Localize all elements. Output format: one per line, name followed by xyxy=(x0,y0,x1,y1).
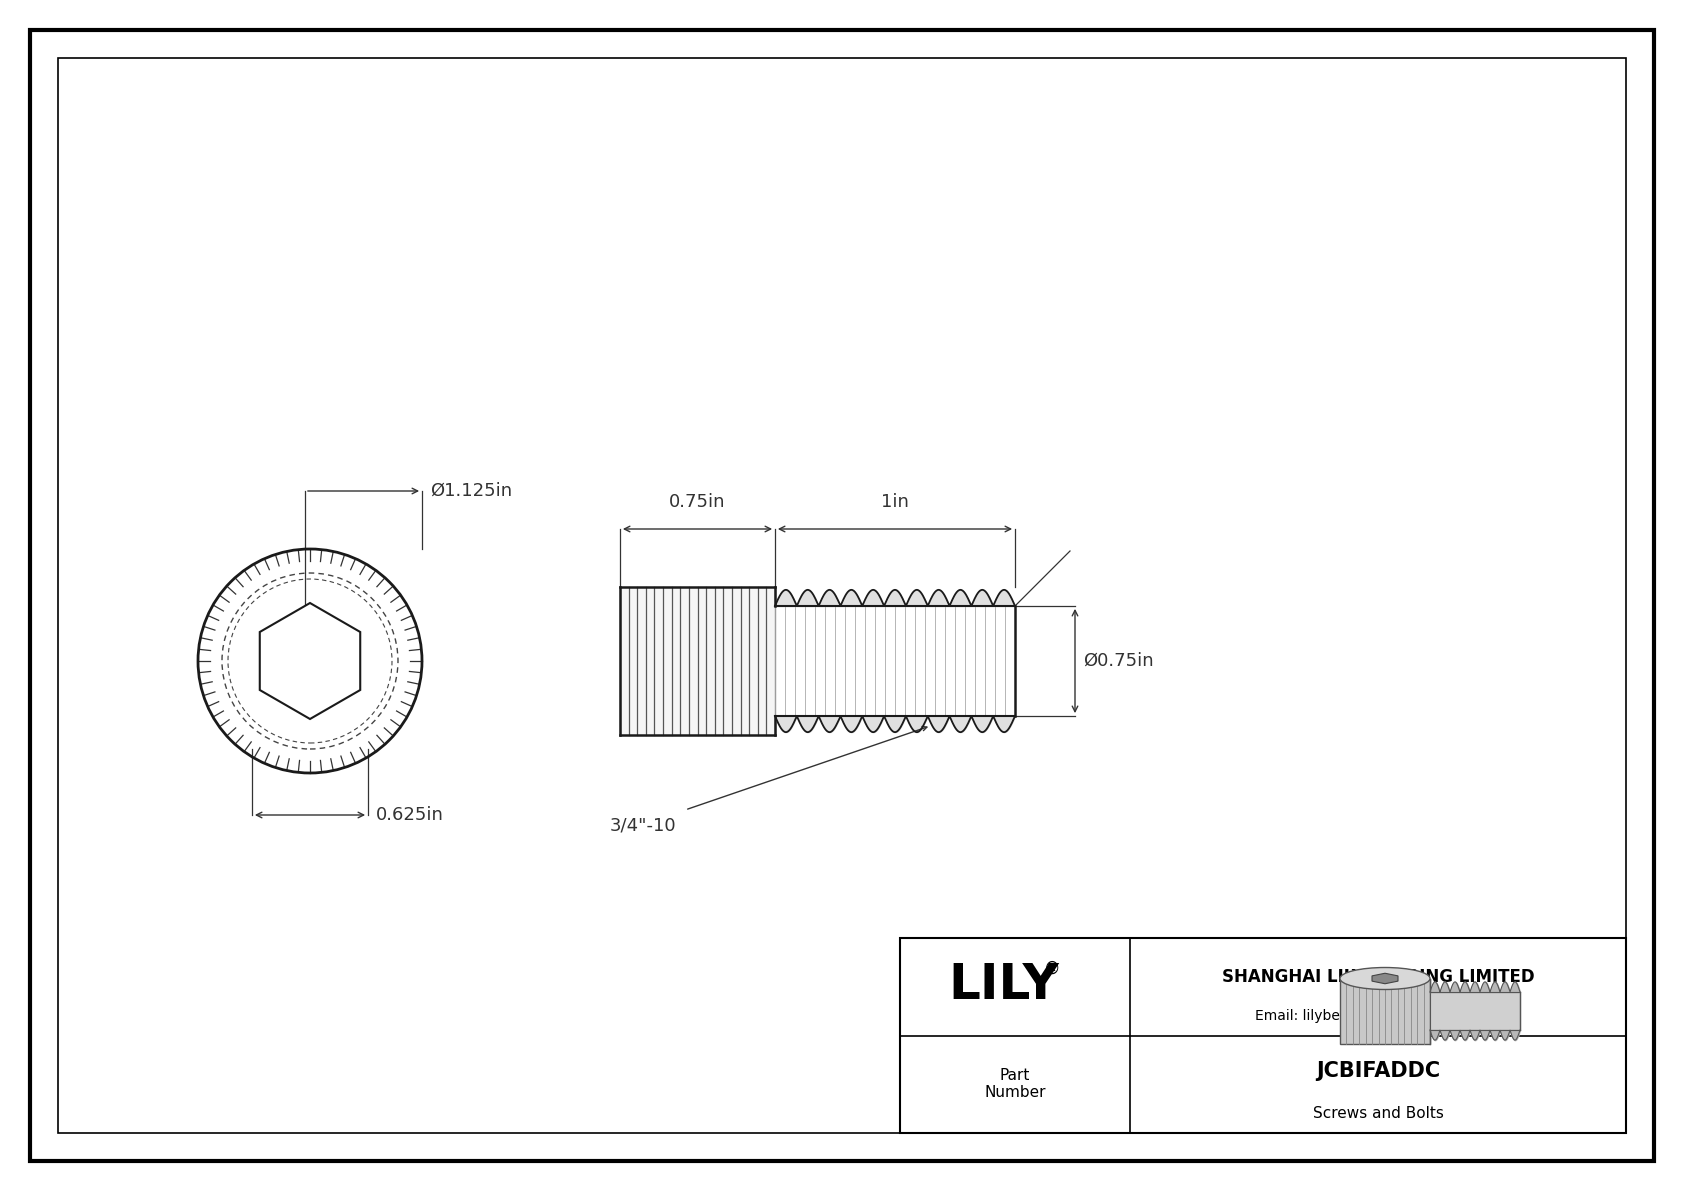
Bar xyxy=(899,939,1627,1133)
Text: Screws and Bolts: Screws and Bolts xyxy=(1312,1106,1443,1121)
Circle shape xyxy=(231,582,389,740)
Text: Ø0.75in: Ø0.75in xyxy=(1083,651,1154,671)
Text: Part
Number: Part Number xyxy=(983,1068,1046,1100)
Text: SHANGHAI LILY BEARING LIMITED: SHANGHAI LILY BEARING LIMITED xyxy=(1221,968,1534,986)
Text: 3/4"-10: 3/4"-10 xyxy=(610,816,677,834)
Polygon shape xyxy=(259,603,360,719)
Text: LILY: LILY xyxy=(948,961,1059,1009)
Text: JCBIFADDC: JCBIFADDC xyxy=(1315,1061,1440,1080)
Circle shape xyxy=(199,549,423,773)
Ellipse shape xyxy=(1340,967,1430,990)
Text: Email: lilybearing@lily-bearing.com: Email: lilybearing@lily-bearing.com xyxy=(1255,1009,1500,1023)
Bar xyxy=(1430,992,1521,1030)
Text: 0.625in: 0.625in xyxy=(376,806,445,824)
Text: Ø1.125in: Ø1.125in xyxy=(429,482,512,500)
Text: 0.75in: 0.75in xyxy=(669,493,726,511)
Polygon shape xyxy=(1372,973,1398,984)
Bar xyxy=(1340,979,1430,1043)
Bar xyxy=(775,606,1015,716)
Text: ®: ® xyxy=(1044,960,1059,978)
Text: 1in: 1in xyxy=(881,493,909,511)
Bar xyxy=(620,587,775,735)
